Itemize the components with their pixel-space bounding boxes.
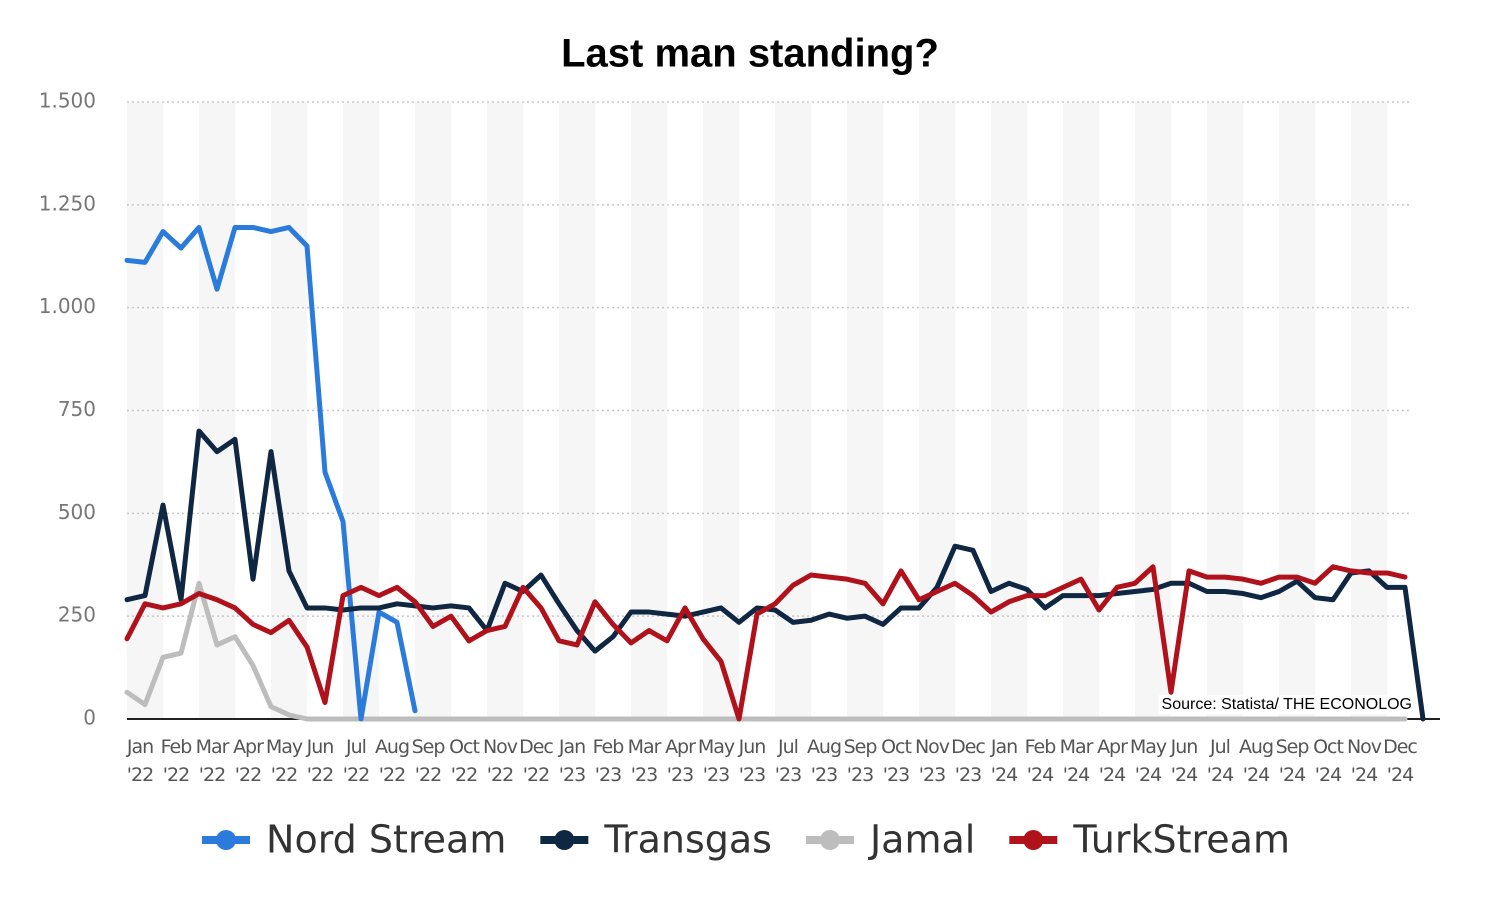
x-tick-label: Jan '24 [990, 736, 1018, 786]
x-tick-label: Dec '22 [519, 736, 554, 786]
y-tick-label: 750 [58, 397, 96, 421]
x-tick-label: Oct '24 [1313, 736, 1344, 786]
x-tick-label: May '22 [265, 736, 303, 786]
legend-item: Jamal [805, 818, 975, 862]
x-tick-label: Apr '22 [233, 736, 264, 786]
x-tick-label: Jan '23 [558, 736, 586, 786]
x-tick-label: Nov '22 [482, 736, 518, 786]
legend-label: TurkStream [1072, 818, 1290, 862]
chart-title: Last man standing? [561, 32, 939, 76]
series-line [124, 580, 1408, 722]
series-line [124, 224, 418, 722]
x-tick-label: Feb '23 [592, 736, 625, 786]
x-tick-label: Aug '22 [374, 736, 410, 786]
x-tick-label: Aug '24 [1238, 736, 1274, 786]
x-tick-label: Aug '23 [806, 736, 842, 786]
series-line [124, 564, 1408, 722]
annotation-bg [1158, 695, 1415, 715]
x-tick-label: Jan '22 [126, 736, 154, 786]
legend-item: TurkStream [1009, 818, 1290, 862]
legend-label: Jamal [868, 818, 975, 862]
legend-marker [216, 830, 237, 850]
x-tick-label: Oct '22 [449, 736, 480, 786]
legend-label: Nord Stream [266, 818, 506, 862]
y-tick-label: 0 [83, 706, 96, 730]
x-tick-label: Dec '24 [1383, 736, 1418, 786]
x-tick-label: Feb '24 [1024, 736, 1057, 786]
y-tick-label: 1.500 [39, 89, 96, 113]
x-tick-label: Feb '22 [160, 736, 193, 786]
x-tick-label: Jul '22 [342, 736, 370, 786]
legend-item: Nord Stream [202, 818, 506, 862]
x-tick-label: Mar '23 [627, 736, 662, 786]
x-tick-label: Sep '24 [1275, 736, 1310, 786]
legend-marker [554, 830, 575, 850]
x-tick-label: Jun '22 [306, 736, 335, 786]
legend-marker [1023, 830, 1044, 850]
legend-marker [819, 830, 840, 850]
x-tick-label: Mar '22 [195, 736, 230, 786]
annotation: Source: Statista/ THE ECONOLOG [1162, 696, 1412, 713]
x-tick-label: Jun '24 [1170, 736, 1199, 786]
x-tick-label: May '24 [1129, 736, 1167, 786]
x-tick-label: Jul '23 [774, 736, 802, 786]
x-tick-label: Dec '23 [951, 736, 986, 786]
legend-item: Transgas [540, 818, 772, 862]
x-tick-label: Sep '23 [843, 736, 878, 786]
x-tick-label: Nov '24 [1346, 736, 1382, 786]
y-tick-label: 250 [58, 603, 96, 627]
x-tick-label: Apr '23 [665, 736, 696, 786]
x-tick-label: Oct '23 [881, 736, 912, 786]
x-tick-label: Sep '22 [411, 736, 446, 786]
x-tick-label: May '23 [697, 736, 735, 786]
y-tick-label: 500 [58, 500, 96, 524]
x-tick-label: Apr '24 [1097, 736, 1128, 786]
legend-label: Transgas [603, 818, 772, 862]
y-tick-label: 1.000 [39, 294, 96, 318]
x-tick-label: Jun '23 [738, 736, 767, 786]
y-tick-label: 1.250 [39, 191, 96, 215]
x-tick-label: Jul '24 [1206, 736, 1234, 786]
x-tick-label: Mar '24 [1059, 736, 1094, 786]
x-tick-label: Nov '23 [914, 736, 950, 786]
